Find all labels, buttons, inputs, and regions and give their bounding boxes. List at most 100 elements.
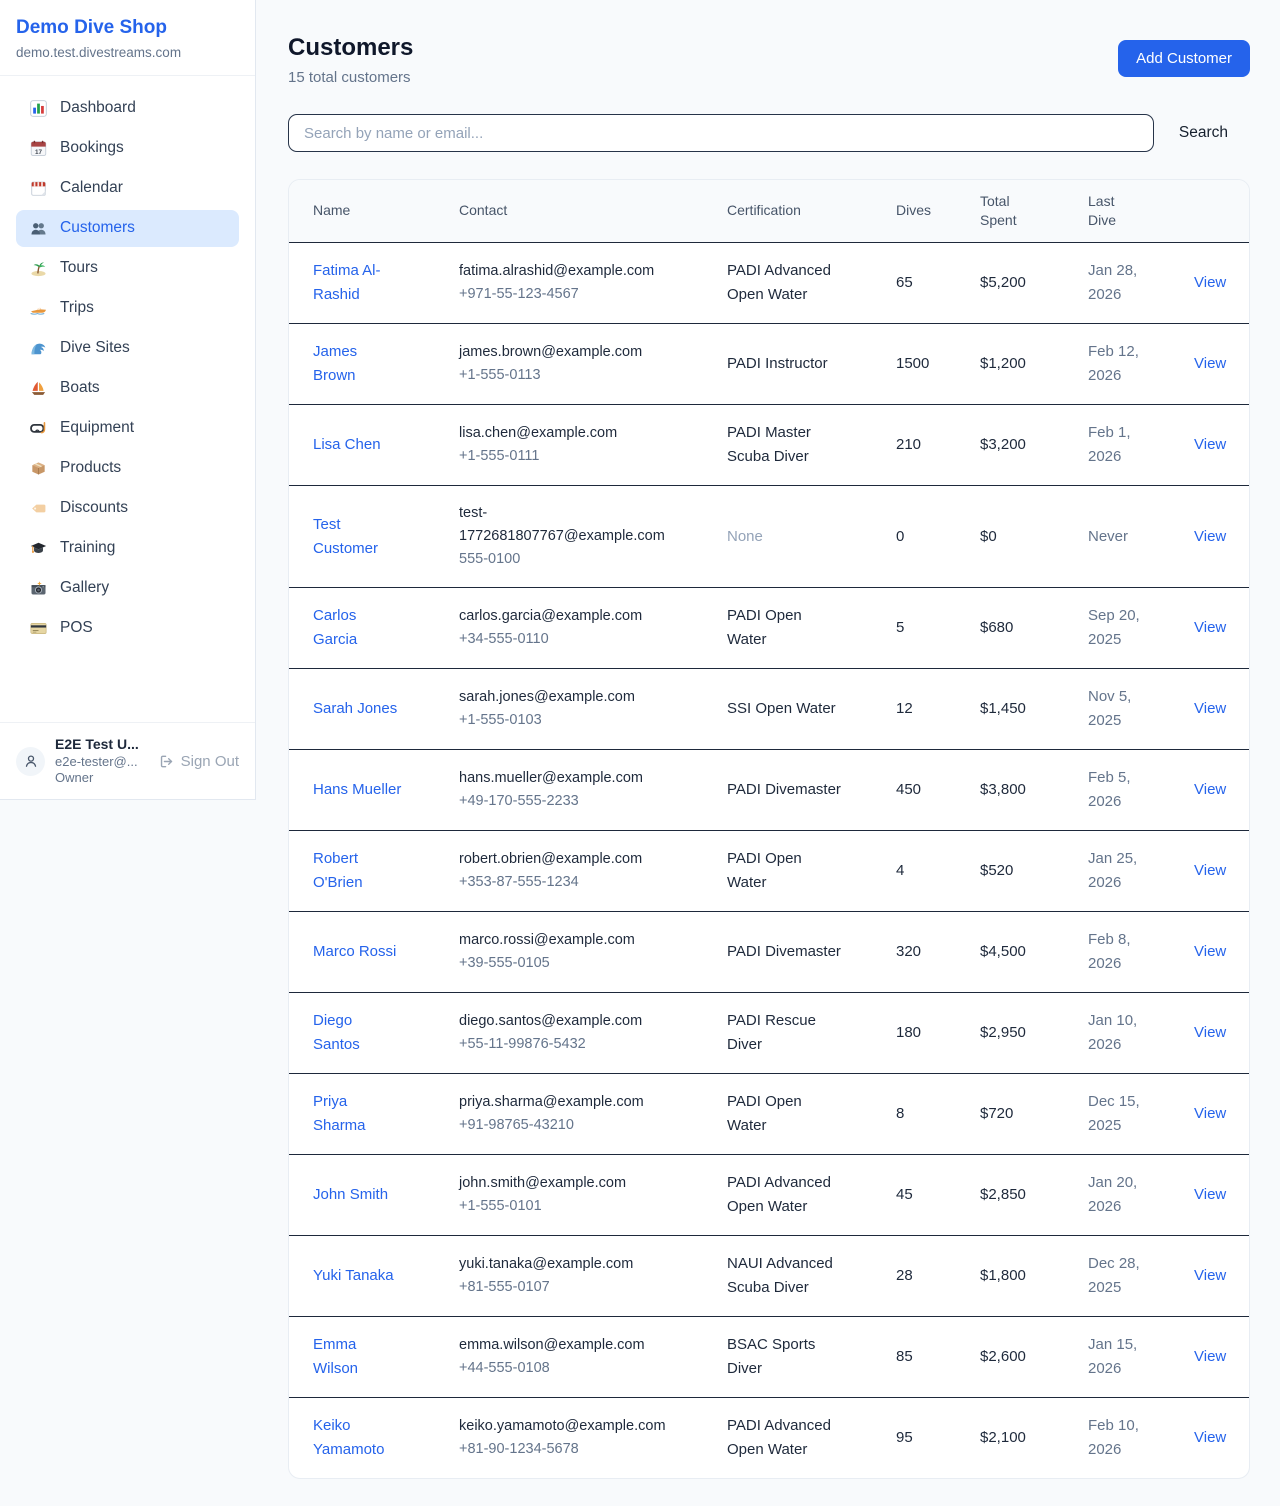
view-link[interactable]: View: [1194, 700, 1227, 718]
customer-email: lisa.chen@example.com: [459, 424, 618, 441]
view-link[interactable]: View: [1194, 781, 1227, 799]
sidebar-item-pos[interactable]: POS: [16, 610, 239, 647]
customer-name-link[interactable]: Carlos Garcia: [313, 607, 358, 649]
customer-dives: 320: [896, 911, 980, 993]
view-link[interactable]: View: [1194, 943, 1227, 961]
customer-certification: PADI Master Scuba Diver: [727, 423, 811, 465]
sidebar-item-label: Equipment: [60, 419, 135, 437]
customer-name-link[interactable]: Lisa Chen: [313, 435, 381, 453]
customer-certification: NAUI Advanced Scuba Diver: [727, 1255, 833, 1297]
customer-name-link[interactable]: Keiko Yamamoto: [313, 1417, 385, 1459]
pos-icon: [30, 620, 47, 637]
view-link[interactable]: View: [1194, 862, 1227, 880]
view-link[interactable]: View: [1194, 354, 1227, 372]
customer-name-link[interactable]: Diego Santos: [313, 1012, 360, 1054]
search-button[interactable]: Search: [1154, 124, 1250, 142]
sidebar-item-bookings[interactable]: 17 Bookings: [16, 130, 239, 167]
customer-name-link[interactable]: Emma Wilson: [313, 1336, 359, 1378]
customer-dives: 210: [896, 403, 980, 486]
sidebar-item-boats[interactable]: Boats: [16, 370, 239, 407]
sidebar-item-training[interactable]: Training: [16, 530, 239, 567]
customer-last-dive: Dec 28, 2025: [1088, 1255, 1140, 1297]
products-icon: [30, 460, 47, 477]
search-input[interactable]: [288, 114, 1154, 152]
table-row: Marco Rossi marco.rossi@example.com +39-…: [289, 911, 1249, 993]
customer-name-link[interactable]: Yuki Tanaka: [313, 1267, 394, 1285]
customer-last-dive: Feb 5, 2026: [1088, 769, 1131, 811]
sidebar-item-label: Products: [60, 459, 122, 477]
sidebar: Demo Dive Shop demo.test.divestreams.com…: [0, 0, 256, 800]
sign-out-label: Sign Out: [180, 752, 239, 770]
sidebar-item-dashboard[interactable]: Dashboard: [16, 90, 239, 127]
customer-name-link[interactable]: Hans Mueller: [313, 781, 402, 799]
sidebar-item-label: Calendar: [60, 179, 123, 197]
view-link[interactable]: View: [1194, 619, 1227, 637]
view-link[interactable]: View: [1194, 527, 1227, 545]
sidebar-item-tours[interactable]: Tours: [16, 250, 239, 287]
sidebar-item-dive-sites[interactable]: Dive Sites: [16, 330, 239, 367]
view-link[interactable]: View: [1194, 273, 1227, 291]
table-row: James Brown james.brown@example.com +1-5…: [289, 322, 1249, 405]
sidebar-item-discounts[interactable]: Discounts: [16, 490, 239, 527]
user-role: Owner: [55, 769, 94, 785]
sidebar-item-calendar[interactable]: Calendar: [16, 170, 239, 207]
sidebar-item-label: Training: [60, 539, 116, 557]
customer-name-link[interactable]: Marco Rossi: [313, 943, 397, 961]
customer-total-spent: $2,100: [980, 1397, 1088, 1479]
sign-out-button[interactable]: Sign Out: [159, 753, 239, 770]
customer-total-spent: $520: [980, 830, 1088, 912]
customer-certification: PADI Instructor: [727, 354, 828, 372]
customer-phone: +44-555-0108: [459, 1360, 550, 1377]
customer-email: fatima.alrashid@example.com: [459, 262, 655, 279]
customer-email: hans.mueller@example.com: [459, 770, 643, 787]
customer-name-link[interactable]: John Smith: [313, 1186, 389, 1204]
view-link[interactable]: View: [1194, 1186, 1227, 1204]
calendar-icon: [30, 180, 47, 197]
column-header-contact: Contact: [459, 180, 727, 243]
customer-certification: PADI Divemaster: [727, 781, 841, 799]
sidebar-item-label: Customers: [60, 219, 135, 237]
view-link[interactable]: View: [1194, 1348, 1227, 1366]
customer-last-dive: Sep 20, 2025: [1088, 607, 1140, 649]
customer-phone: +971-55-123-4567: [459, 285, 579, 302]
sidebar-item-customers[interactable]: Customers: [16, 209, 239, 247]
column-header-name: Name: [289, 180, 459, 243]
customer-phone: +1-555-0103: [459, 712, 542, 729]
sidebar-item-equipment[interactable]: Equipment: [16, 410, 239, 447]
customer-name-link[interactable]: Sarah Jones: [313, 700, 398, 718]
customer-total-spent: $720: [980, 1073, 1088, 1155]
customers-table: Name Contact Certification Dives Total S…: [289, 180, 1249, 1479]
view-link[interactable]: View: [1194, 1267, 1227, 1285]
customer-name-link[interactable]: Robert O'Brien: [313, 850, 363, 892]
dive-sites-icon: [30, 340, 47, 357]
view-link[interactable]: View: [1194, 1105, 1227, 1123]
add-customer-button[interactable]: Add Customer: [1118, 40, 1250, 77]
customer-certification: PADI Advanced Open Water: [727, 1174, 831, 1216]
customer-phone: +81-555-0107: [459, 1279, 550, 1296]
sidebar-item-label: Trips: [60, 299, 94, 317]
customer-last-dive: Jan 20, 2026: [1088, 1174, 1138, 1216]
customers-table-body: Fatima Al-Rashid fatima.alrashid@example…: [289, 242, 1249, 1479]
customer-name-link[interactable]: Test Customer: [313, 515, 379, 557]
sidebar-header: Demo Dive Shop demo.test.divestreams.com: [0, 0, 255, 75]
dashboard-icon: [30, 99, 47, 117]
customer-phone: +39-555-0105: [459, 955, 550, 972]
view-link[interactable]: View: [1194, 1429, 1227, 1447]
customer-name-link[interactable]: James Brown: [313, 342, 358, 384]
sidebar-nav: Dashboard 17 Bookings Calendar Customers…: [0, 74, 255, 722]
customer-dives: 0: [896, 484, 980, 588]
sidebar-item-trips[interactable]: Trips: [16, 290, 239, 327]
svg-text:17: 17: [35, 149, 43, 156]
view-link[interactable]: View: [1194, 1024, 1227, 1042]
customer-dives: 28: [896, 1235, 980, 1317]
sidebar-item-gallery[interactable]: Gallery: [16, 570, 239, 607]
customer-email: emma.wilson@example.com: [459, 1337, 645, 1354]
customer-name-link[interactable]: Priya Sharma: [313, 1093, 366, 1135]
customer-certification: PADI Rescue Diver: [727, 1012, 816, 1054]
customer-email: test-1772681807767@example.com: [459, 504, 665, 544]
view-link[interactable]: View: [1194, 435, 1227, 453]
customer-name-link[interactable]: Fatima Al-Rashid: [313, 261, 381, 303]
sidebar-item-products[interactable]: Products: [16, 450, 239, 487]
sign-out-icon: [160, 755, 172, 767]
table-row: Test Customer test-1772681807767@example…: [289, 484, 1249, 588]
